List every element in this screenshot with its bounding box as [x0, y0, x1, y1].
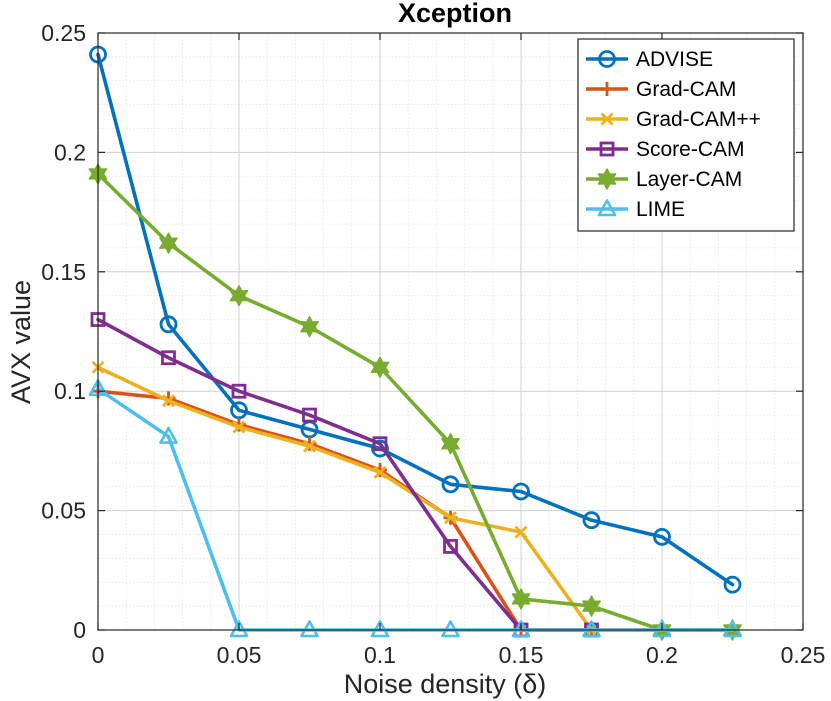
legend-label: Score-CAM: [636, 138, 745, 161]
legend-item: Layer-CAM: [586, 168, 742, 191]
legend-label: LIME: [636, 198, 685, 221]
data-point: [514, 525, 528, 539]
data-point: [162, 394, 175, 408]
data-point: [652, 620, 672, 638]
data-point: [582, 595, 601, 617]
legend-label: ADVISE: [636, 48, 713, 71]
data-point: [159, 315, 178, 334]
series-score-cam: [90, 312, 599, 638]
data-point: [229, 620, 249, 638]
legend-item: ADVISE: [586, 48, 713, 71]
data-point: [441, 475, 460, 494]
data-point: [373, 465, 387, 479]
data-point: [723, 620, 742, 638]
y-tick-label: 0.25: [41, 20, 86, 46]
series-line: [96, 172, 735, 632]
legend-label: Grad-CAM: [636, 78, 736, 101]
data-point: [300, 620, 319, 638]
y-tick-label: 0.15: [41, 259, 86, 285]
legend-item: Grad-CAM: [586, 78, 736, 101]
data-point: [231, 383, 247, 399]
chart-title: Xception: [398, 0, 512, 28]
data-point: [300, 316, 319, 338]
data-point: [443, 539, 458, 554]
x-tick-label: 0.1: [364, 642, 396, 668]
data-point: [582, 511, 601, 530]
y-tick-label: 0: [73, 617, 86, 643]
legend-box: [577, 38, 795, 232]
data-point: [159, 426, 178, 444]
legend-item: Score-CAM: [586, 138, 745, 161]
data-point: [229, 284, 249, 307]
legend-item: LIME: [586, 198, 685, 221]
legend-marker: [600, 82, 614, 96]
data-point: [512, 482, 530, 501]
data-point: [441, 433, 460, 455]
data-point: [444, 511, 457, 525]
data-point: [370, 620, 390, 638]
series-layer-cam: [88, 163, 742, 641]
data-point: [372, 436, 388, 452]
legend-marker: [598, 50, 616, 68]
minor-grid: [98, 33, 803, 630]
tick-labels: 0 0.05 0.1 0.15 0.2 0.25 0 0.05 0.1 0.15 0.2 0.25: [41, 20, 825, 668]
data-point: [303, 439, 316, 453]
legend-marker: [597, 199, 617, 217]
data-point: [159, 232, 178, 254]
data-point: [161, 350, 176, 366]
legend-item: Grad-CAM++: [586, 108, 761, 131]
data-point: [370, 356, 390, 379]
legend-label: Grad-CAM++: [636, 108, 761, 131]
legend-marker: [600, 112, 614, 126]
y-tick-label: 0.2: [54, 139, 86, 165]
legend-label: Layer-CAM: [636, 168, 742, 191]
legend-marker: [599, 141, 615, 157]
data-point: [653, 527, 671, 546]
series-line: [96, 317, 594, 632]
x-tick-label: 0.25: [781, 642, 826, 668]
y-tick-label: 0.05: [41, 498, 86, 524]
x-tick-label: 0.05: [217, 642, 262, 668]
y-axis-title: AVX value: [6, 280, 36, 404]
x-tick-label: 0: [92, 642, 105, 668]
data-point: [441, 620, 460, 638]
data-point: [723, 575, 742, 594]
x-tick-label: 0.15: [499, 642, 544, 668]
legend-marker: [597, 168, 617, 190]
y-tick-label: 0.1: [54, 378, 86, 404]
data-point: [511, 620, 531, 638]
series-line: [96, 387, 735, 632]
series-lime: [88, 379, 742, 638]
x-tick-label: 0.2: [646, 642, 678, 668]
x-axis-title: Noise density (δ): [344, 669, 547, 699]
series-line: [96, 52, 735, 587]
data-point: [511, 588, 531, 610]
axes-box: [97, 32, 804, 631]
data-point: [232, 420, 246, 434]
data-point: [302, 407, 317, 423]
legend: ADVISE Grad-CAM Grad-CAM++ Score-CAM Layer-C…: [577, 38, 795, 232]
data-point: [582, 620, 601, 638]
data-point: [371, 439, 389, 458]
